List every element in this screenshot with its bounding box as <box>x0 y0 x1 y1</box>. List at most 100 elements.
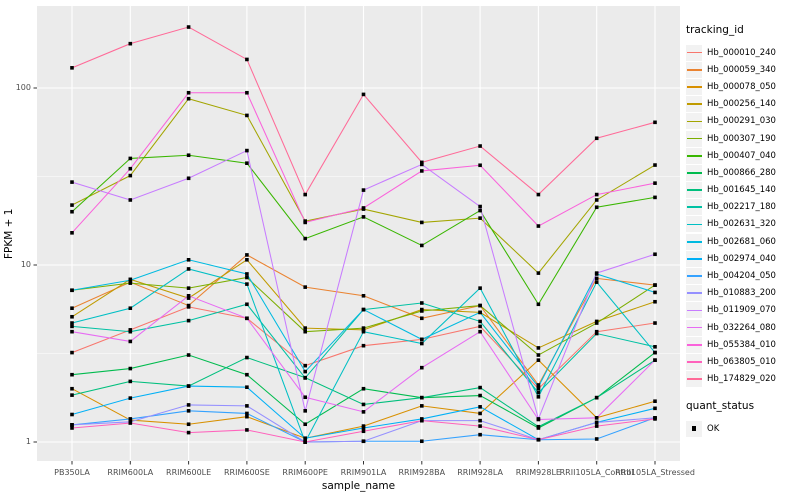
data-point <box>361 293 366 298</box>
legend-line-icon <box>686 68 702 71</box>
legend-line-icon <box>686 137 702 140</box>
data-point <box>420 341 424 346</box>
legend-quant-status: quant_status OK <box>686 400 798 437</box>
data-point <box>128 339 133 344</box>
data-point <box>186 422 191 427</box>
data-point <box>594 276 599 281</box>
legend-line-icon <box>686 223 702 226</box>
data-point <box>186 403 191 407</box>
data-point <box>245 411 249 416</box>
legend-line-icon <box>686 309 702 312</box>
data-point <box>70 180 74 184</box>
data-point <box>128 396 133 400</box>
data-point <box>653 321 657 325</box>
legend-line-icon <box>686 206 702 209</box>
data-point <box>245 113 249 118</box>
legend-label: Hb_000078_050 <box>707 81 776 92</box>
legend-item-Hb_032264_080: Hb_032264_080 <box>686 319 798 336</box>
x-tick-label-PB350LA: PB350LA <box>54 468 90 477</box>
legend-key-swatch <box>686 130 702 147</box>
data-point <box>420 337 424 342</box>
legend-line-icon <box>686 189 702 191</box>
legend-item-Hb_002631_320: Hb_002631_320 <box>686 216 798 233</box>
data-point <box>536 395 541 399</box>
data-point <box>594 437 599 441</box>
data-point <box>128 173 133 178</box>
data-point <box>186 176 191 181</box>
legend-item-Hb_055384_010: Hb_055384_010 <box>686 336 798 353</box>
quant-status-label: OK <box>707 423 720 434</box>
data-point <box>303 326 307 330</box>
data-point <box>536 346 541 350</box>
data-point <box>653 299 657 304</box>
data-point <box>245 57 249 62</box>
data-point <box>536 383 541 387</box>
legend-key-swatch <box>686 216 702 233</box>
legend-line-icon <box>686 361 702 363</box>
data-point <box>245 404 249 408</box>
data-point <box>594 331 599 336</box>
legend-item-ok: OK <box>686 420 798 437</box>
legend-label: Hb_000291_030 <box>707 116 776 127</box>
legend-key-swatch <box>686 61 702 78</box>
data-point <box>478 432 482 437</box>
data-point <box>420 243 424 248</box>
data-point <box>128 198 133 202</box>
data-point <box>128 379 133 384</box>
data-point <box>420 418 424 423</box>
data-point <box>361 410 366 414</box>
data-point <box>303 409 307 413</box>
legend-item-Hb_000059_340: Hb_000059_340 <box>686 61 798 78</box>
data-point <box>245 272 249 276</box>
x-tick-label-RRIM600SE: RRIM600SE <box>224 468 270 477</box>
data-point <box>478 310 482 315</box>
data-point <box>361 439 366 444</box>
data-point <box>536 417 541 422</box>
legend-label: Hb_011909_070 <box>707 305 776 316</box>
legend-label: Hb_002217_180 <box>707 202 776 213</box>
data-point <box>478 204 482 209</box>
black-square-marker-icon <box>691 426 697 431</box>
data-point <box>478 319 482 324</box>
data-point <box>186 293 191 298</box>
y-tick-label-1: 1 <box>25 437 31 446</box>
data-point <box>303 236 307 241</box>
data-point <box>303 285 307 289</box>
data-point <box>478 329 482 334</box>
data-point <box>245 282 249 286</box>
data-point <box>478 144 482 148</box>
data-point <box>70 386 74 391</box>
legend-label: Hb_000010_240 <box>707 47 776 58</box>
x-tick-label-RRIM600LA: RRIM600LA <box>107 468 154 477</box>
data-point <box>536 302 541 307</box>
legend-key-swatch <box>686 164 702 181</box>
legend-key-swatch <box>686 233 702 250</box>
data-point <box>361 429 366 434</box>
data-point <box>594 205 599 210</box>
panel-background <box>37 6 680 461</box>
legend-key-swatch <box>686 285 702 302</box>
legend-item-Hb_010883_200: Hb_010883_200 <box>686 285 798 302</box>
data-point <box>303 422 307 427</box>
data-point <box>245 428 249 432</box>
data-point <box>128 329 133 334</box>
data-point <box>478 393 482 398</box>
data-point <box>361 343 366 348</box>
data-point <box>245 161 249 165</box>
legend-label: Hb_000866_280 <box>707 167 776 178</box>
data-point <box>70 288 74 293</box>
data-point <box>128 421 133 425</box>
data-point <box>245 253 249 257</box>
data-point <box>536 358 541 362</box>
data-point <box>361 402 366 407</box>
data-point <box>186 384 191 388</box>
data-point <box>303 329 307 334</box>
data-point <box>70 324 74 329</box>
legend-key-swatch <box>686 78 702 95</box>
legend-line-icon <box>686 343 702 346</box>
data-point <box>594 198 599 202</box>
legend-item-Hb_001645_140: Hb_001645_140 <box>686 182 798 199</box>
legend-line-icon <box>686 86 702 88</box>
data-point <box>361 206 366 210</box>
